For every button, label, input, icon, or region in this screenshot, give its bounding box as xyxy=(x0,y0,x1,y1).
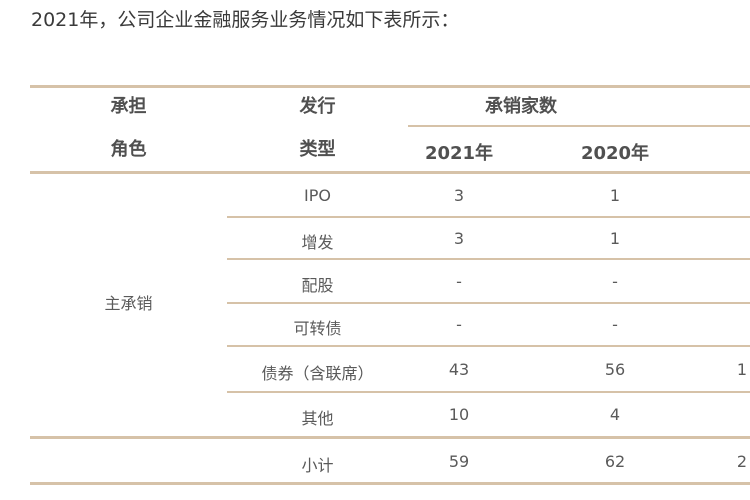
row-divider xyxy=(227,345,750,347)
subtotal-top-border xyxy=(30,436,750,439)
issue-type: 债券（含联席） xyxy=(261,364,374,383)
value-2021: - xyxy=(456,272,462,291)
value-2020: - xyxy=(612,272,618,291)
value-2021: - xyxy=(456,315,462,334)
header-type-line1: 发行 xyxy=(299,96,336,117)
row-divider xyxy=(227,302,750,304)
role-label: 主承销 xyxy=(104,294,153,313)
table-top-border xyxy=(30,85,750,88)
issue-type: IPO xyxy=(304,186,331,205)
row-divider xyxy=(227,391,750,393)
value-2020: - xyxy=(612,315,618,334)
header-year-2021: 2021年 xyxy=(424,143,494,164)
header-role-line1: 承担 xyxy=(110,96,147,117)
value-extra: 1 xyxy=(736,360,748,379)
value-2021: 3 xyxy=(453,229,465,248)
value-2021: 43 xyxy=(448,360,470,379)
header-group: 承销家数 xyxy=(485,96,557,117)
header-year-2020: 2020年 xyxy=(580,143,650,164)
header-role-line2: 角色 xyxy=(110,139,147,160)
value-2021: 10 xyxy=(448,405,470,424)
table-bottom-border xyxy=(30,482,750,485)
subtotal-2021: 59 xyxy=(448,452,470,471)
row-divider xyxy=(227,258,750,260)
issue-type: 增发 xyxy=(301,233,334,252)
header-group-divider xyxy=(408,125,750,127)
intro-text: 2021年，公司企业金融服务业务情况如下表所示： xyxy=(31,9,460,31)
row-divider xyxy=(227,216,750,218)
header-type-line2: 类型 xyxy=(299,139,336,160)
subtotal-extra: 2 xyxy=(736,452,748,471)
value-2020: 4 xyxy=(609,405,621,424)
value-2020: 1 xyxy=(609,186,621,205)
value-2020: 56 xyxy=(604,360,626,379)
issue-type: 配股 xyxy=(301,276,334,295)
subtotal-2020: 62 xyxy=(604,452,626,471)
subtotal-label: 小计 xyxy=(301,456,334,475)
value-2020: 1 xyxy=(609,229,621,248)
issue-type: 可转债 xyxy=(293,319,342,338)
issue-type: 其他 xyxy=(301,409,334,428)
header-bottom-border xyxy=(30,171,750,174)
value-2021: 3 xyxy=(453,186,465,205)
